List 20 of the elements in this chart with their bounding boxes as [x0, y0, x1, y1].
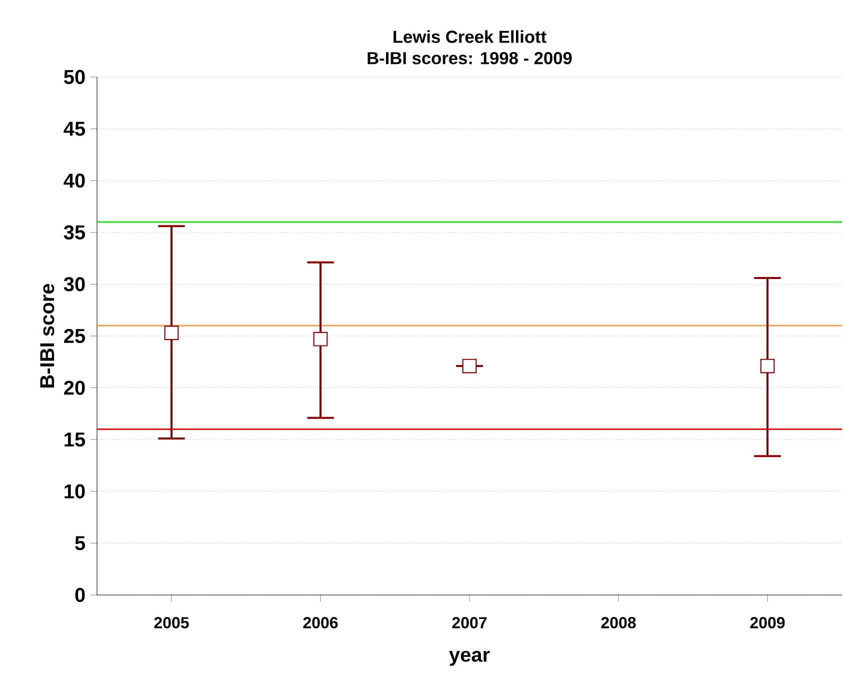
x-tick-label: 2009 — [750, 617, 785, 628]
y-tick-label: 30 — [64, 277, 85, 292]
y-tick-label: 35 — [64, 225, 86, 240]
y-tick-label: 50 — [64, 70, 85, 84]
y-tick-label: 25 — [64, 328, 86, 344]
y-tick-label: 10 — [64, 484, 85, 498]
x-tick-label: 2006 — [303, 617, 338, 628]
chart-subtitle: B-IBI scores: 1998 - 2009 — [368, 52, 572, 64]
y-tick-label: 20 — [64, 380, 85, 395]
x-tick-label: 2005 — [154, 617, 189, 628]
y-tick-label: 5 — [75, 536, 86, 550]
y-tick-label: 40 — [64, 174, 85, 188]
y-tick-label: 45 — [64, 122, 86, 136]
y-tick-label: 0 — [75, 588, 85, 602]
x-tick-label: 2007 — [452, 617, 487, 628]
x-tick-label: 2008 — [601, 617, 636, 628]
y-tick-label: 15 — [64, 432, 86, 447]
x-axis-title: year — [449, 650, 490, 666]
y-axis-title: B-IBI score — [40, 284, 54, 388]
chart-title: Lewis Creek Elliott — [394, 30, 546, 43]
